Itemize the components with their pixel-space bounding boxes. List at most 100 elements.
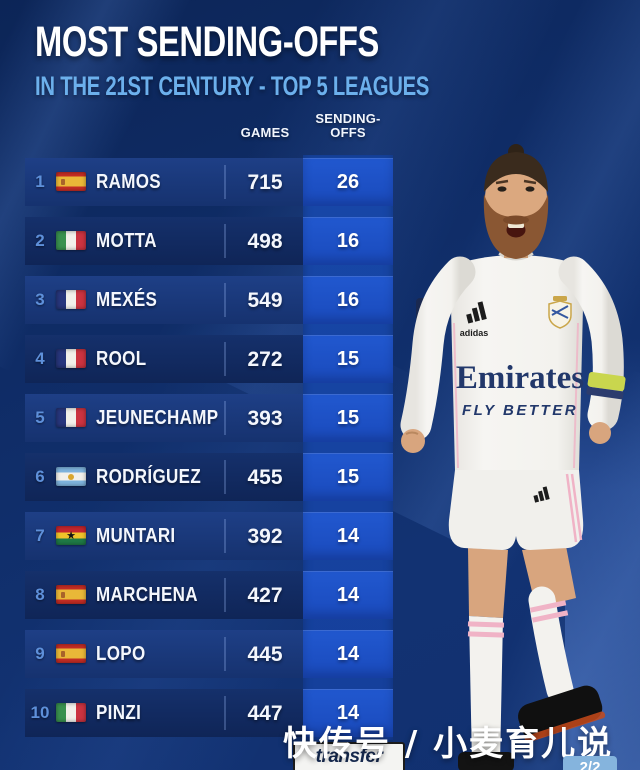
table-row: 5 JEUNECHAMP 393 15 [25,394,393,442]
player-name: PINZI [96,702,142,724]
table-row: 3 MEXÉS 549 16 [25,276,393,324]
player-hand [589,422,611,444]
france-flag [56,290,86,309]
svg-text:adidas: adidas [460,328,489,338]
table-row: 6 RODRÍGUEZ 455 15 [25,453,393,501]
shirt-sponsor-text: Emirates [456,360,584,396]
column-header-sending-offs-line1: SENDING- [315,111,381,126]
player-name: MEXÉS [96,289,158,311]
ghana-flag [56,526,86,545]
sending-offs-value: 14 [303,571,393,619]
argentina-flag [56,467,86,486]
adidas-logo: adidas [460,301,489,338]
table-row: 7 MUNTARI 392 14 [25,512,393,560]
sending-offs-value: 14 [303,512,393,560]
column-divider [224,460,226,494]
table-row: 9 LOPO 445 14 [25,630,393,678]
france-flag [56,408,86,427]
rank-label: 8 [35,585,45,604]
player-name: MOTTA [96,230,157,252]
rank-label: 9 [35,644,45,663]
page-indicator-badge: 2/2 [563,756,617,770]
sending-offs-value: 15 [303,453,393,501]
sending-offs-value: 14 [303,689,393,737]
fist-detail [405,431,419,435]
watermark-text: 快传号 / 小麦育儿说 [283,724,614,764]
games-value: 393 [247,407,283,430]
column-divider [224,637,226,671]
table-row: 8 MARCHENA 427 14 [25,571,393,619]
shorts-pink-stripes [565,473,583,543]
player-name: RODRÍGUEZ [96,466,202,488]
player-knee [468,548,508,618]
table-row: 2 MOTTA 498 16 [25,217,393,265]
shorts-adidas-logo [533,486,550,503]
column-divider [224,165,226,199]
games-value: 392 [247,525,283,548]
sending-offs-value: 26 [303,158,393,206]
sending-offs-value: 14 [303,630,393,678]
column-divider [224,578,226,612]
captain-armband [586,371,626,400]
games-value: 427 [247,584,283,607]
table-row: 10 PINZI 447 14 [25,689,393,737]
page-subtitle: IN THE 21ST CENTURY - TOP 5 LEAGUES [35,71,430,101]
player-name: LOPO [96,643,146,665]
games-value: 549 [247,289,283,312]
column-header-sending-offs-line2: OFFS [330,125,366,140]
sock-pink-stripe [467,621,505,628]
rankings-table: 1 RAMOS 715 26 2 MOTTA 498 16 3 MEXÉS 54… [25,158,393,737]
player-mustache [503,215,529,225]
player-photo: adidas Emirates FLY BETTER [400,144,640,770]
games-value: 272 [247,348,283,371]
games-value: 447 [247,702,283,725]
sending-offs-value: 15 [303,394,393,442]
sending-offs-value: 16 [303,276,393,324]
player-sock [469,616,503,764]
player-boot [518,685,606,743]
player-fist [401,429,425,453]
games-value: 455 [247,466,283,489]
column-divider [224,283,226,317]
rank-label: 10 [30,703,50,722]
spain-flag [56,644,86,663]
player-brows [495,179,537,185]
sock-pink-stripe [531,610,569,623]
rank-label: 1 [35,172,45,191]
sock-pink-stripe [529,600,567,613]
italy-flag [56,231,86,250]
transfermarkt-logo: transfer [293,742,405,770]
sock-pink-stripe [467,631,505,638]
italy-flag [56,703,86,722]
column-divider [224,342,226,376]
column-divider [224,519,226,553]
player-name: MARCHENA [96,584,198,606]
player-hair [484,152,548,192]
table-row: 1 RAMOS 715 26 [25,158,393,206]
jersey-pink-seam [573,322,579,469]
rank-label: 7 [35,526,45,545]
rank-label: 3 [35,290,45,309]
club-crest [548,296,572,329]
player-boot [458,752,514,770]
column-header-sending-offs: SENDING- OFFS [303,112,393,140]
player-name: ROOL [96,348,147,370]
column-divider [224,401,226,435]
spain-flag [56,585,86,604]
games-value: 445 [247,643,283,666]
table-row: 4 ROOL 272 15 [25,335,393,383]
player-name: MUNTARI [96,525,176,547]
sending-offs-value: 15 [303,335,393,383]
column-divider [224,696,226,730]
column-divider [224,224,226,258]
rank-label: 5 [35,408,45,427]
transfermarkt-logo-text: transfer [314,744,385,770]
player-arm [400,256,476,441]
player-eye [525,186,535,192]
column-header-games: GAMES [240,125,290,140]
spain-flag [56,172,86,191]
shirt-sponsor-tagline: FLY BETTER [462,402,578,419]
france-flag [56,349,86,368]
player-eye [497,186,507,192]
